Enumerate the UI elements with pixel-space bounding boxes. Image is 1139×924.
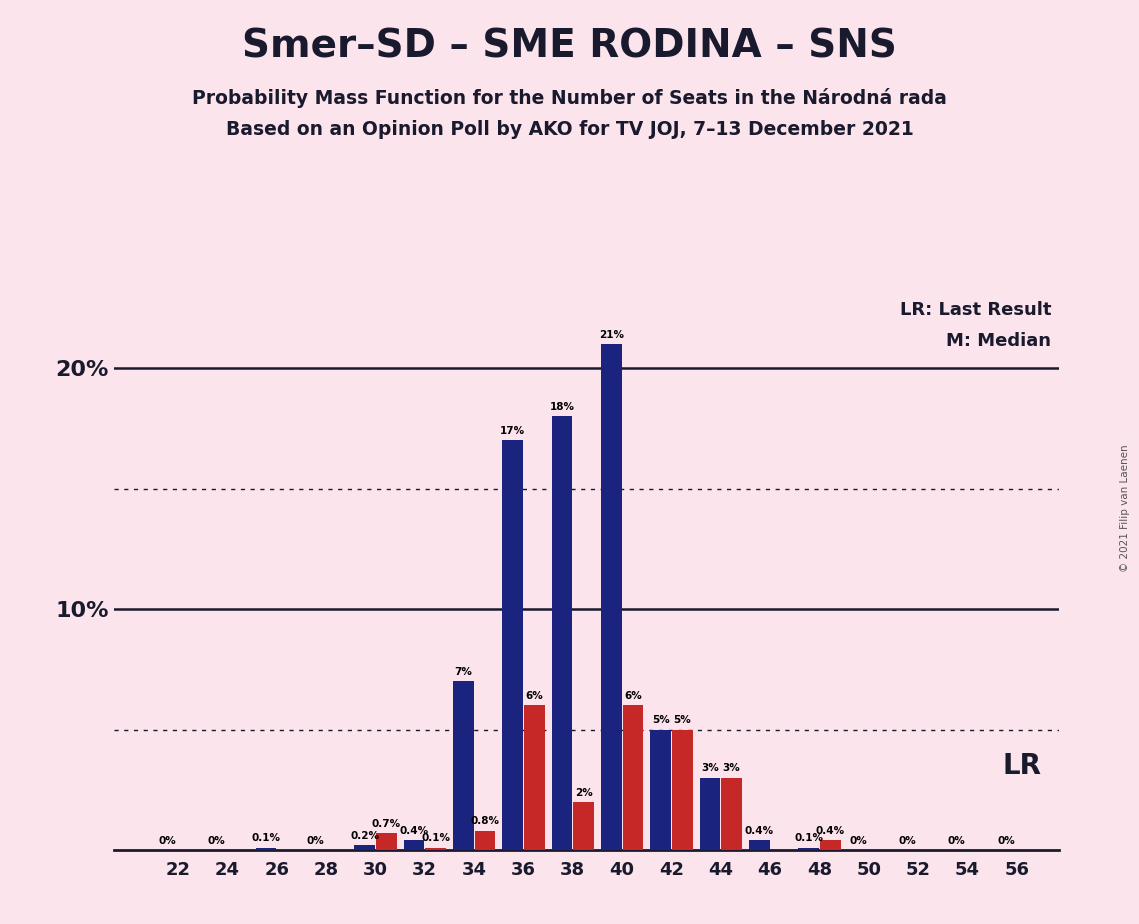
Bar: [425, 847, 446, 850]
Bar: [820, 841, 841, 850]
Text: 2%: 2%: [575, 787, 592, 797]
Bar: [475, 831, 495, 850]
Text: 0.7%: 0.7%: [371, 819, 401, 829]
Bar: [255, 847, 277, 850]
Text: 0.1%: 0.1%: [794, 833, 823, 844]
Text: 17%: 17%: [500, 426, 525, 436]
Text: 0%: 0%: [899, 835, 916, 845]
Bar: [551, 416, 572, 850]
Text: 0%: 0%: [948, 835, 966, 845]
Text: 18%: 18%: [549, 402, 574, 412]
Bar: [354, 845, 375, 850]
Bar: [650, 730, 671, 850]
Text: 0.4%: 0.4%: [745, 826, 773, 836]
Text: © 2021 Filip van Laenen: © 2021 Filip van Laenen: [1121, 444, 1130, 572]
Text: 0%: 0%: [849, 835, 867, 845]
Text: M: Median: M: Median: [947, 332, 1051, 350]
Text: 0%: 0%: [997, 835, 1015, 845]
Bar: [502, 441, 523, 850]
Text: 0%: 0%: [158, 835, 177, 845]
Text: 7%: 7%: [454, 667, 473, 677]
Text: 0.4%: 0.4%: [816, 826, 845, 836]
Text: 0.8%: 0.8%: [470, 817, 500, 826]
Text: 0.1%: 0.1%: [421, 833, 450, 844]
Text: 5%: 5%: [673, 715, 691, 725]
Text: LR: LR: [1002, 752, 1041, 780]
Text: M: M: [550, 621, 574, 645]
Text: 0%: 0%: [207, 835, 226, 845]
Text: 5%: 5%: [652, 715, 670, 725]
Bar: [601, 344, 622, 850]
Text: 0%: 0%: [306, 835, 325, 845]
Bar: [524, 705, 544, 850]
Bar: [672, 730, 693, 850]
Text: LR: Last Result: LR: Last Result: [900, 300, 1051, 319]
Bar: [403, 841, 424, 850]
Bar: [721, 778, 741, 850]
Text: 6%: 6%: [624, 691, 642, 701]
Text: 21%: 21%: [599, 330, 624, 339]
Text: Smer–SD – SME RODINA – SNS: Smer–SD – SME RODINA – SNS: [243, 28, 896, 66]
Bar: [376, 833, 396, 850]
Bar: [749, 841, 770, 850]
Bar: [623, 705, 644, 850]
Bar: [798, 847, 819, 850]
Text: 0.1%: 0.1%: [252, 833, 280, 844]
Text: 6%: 6%: [525, 691, 543, 701]
Bar: [453, 681, 474, 850]
Text: 3%: 3%: [723, 763, 740, 773]
Text: Based on an Opinion Poll by AKO for TV JOJ, 7–13 December 2021: Based on an Opinion Poll by AKO for TV J…: [226, 120, 913, 140]
Text: 0.4%: 0.4%: [400, 826, 428, 836]
Bar: [699, 778, 720, 850]
Bar: [573, 802, 593, 850]
Text: Probability Mass Function for the Number of Seats in the Národná rada: Probability Mass Function for the Number…: [192, 88, 947, 108]
Text: 0.2%: 0.2%: [350, 831, 379, 841]
Text: 3%: 3%: [700, 763, 719, 773]
